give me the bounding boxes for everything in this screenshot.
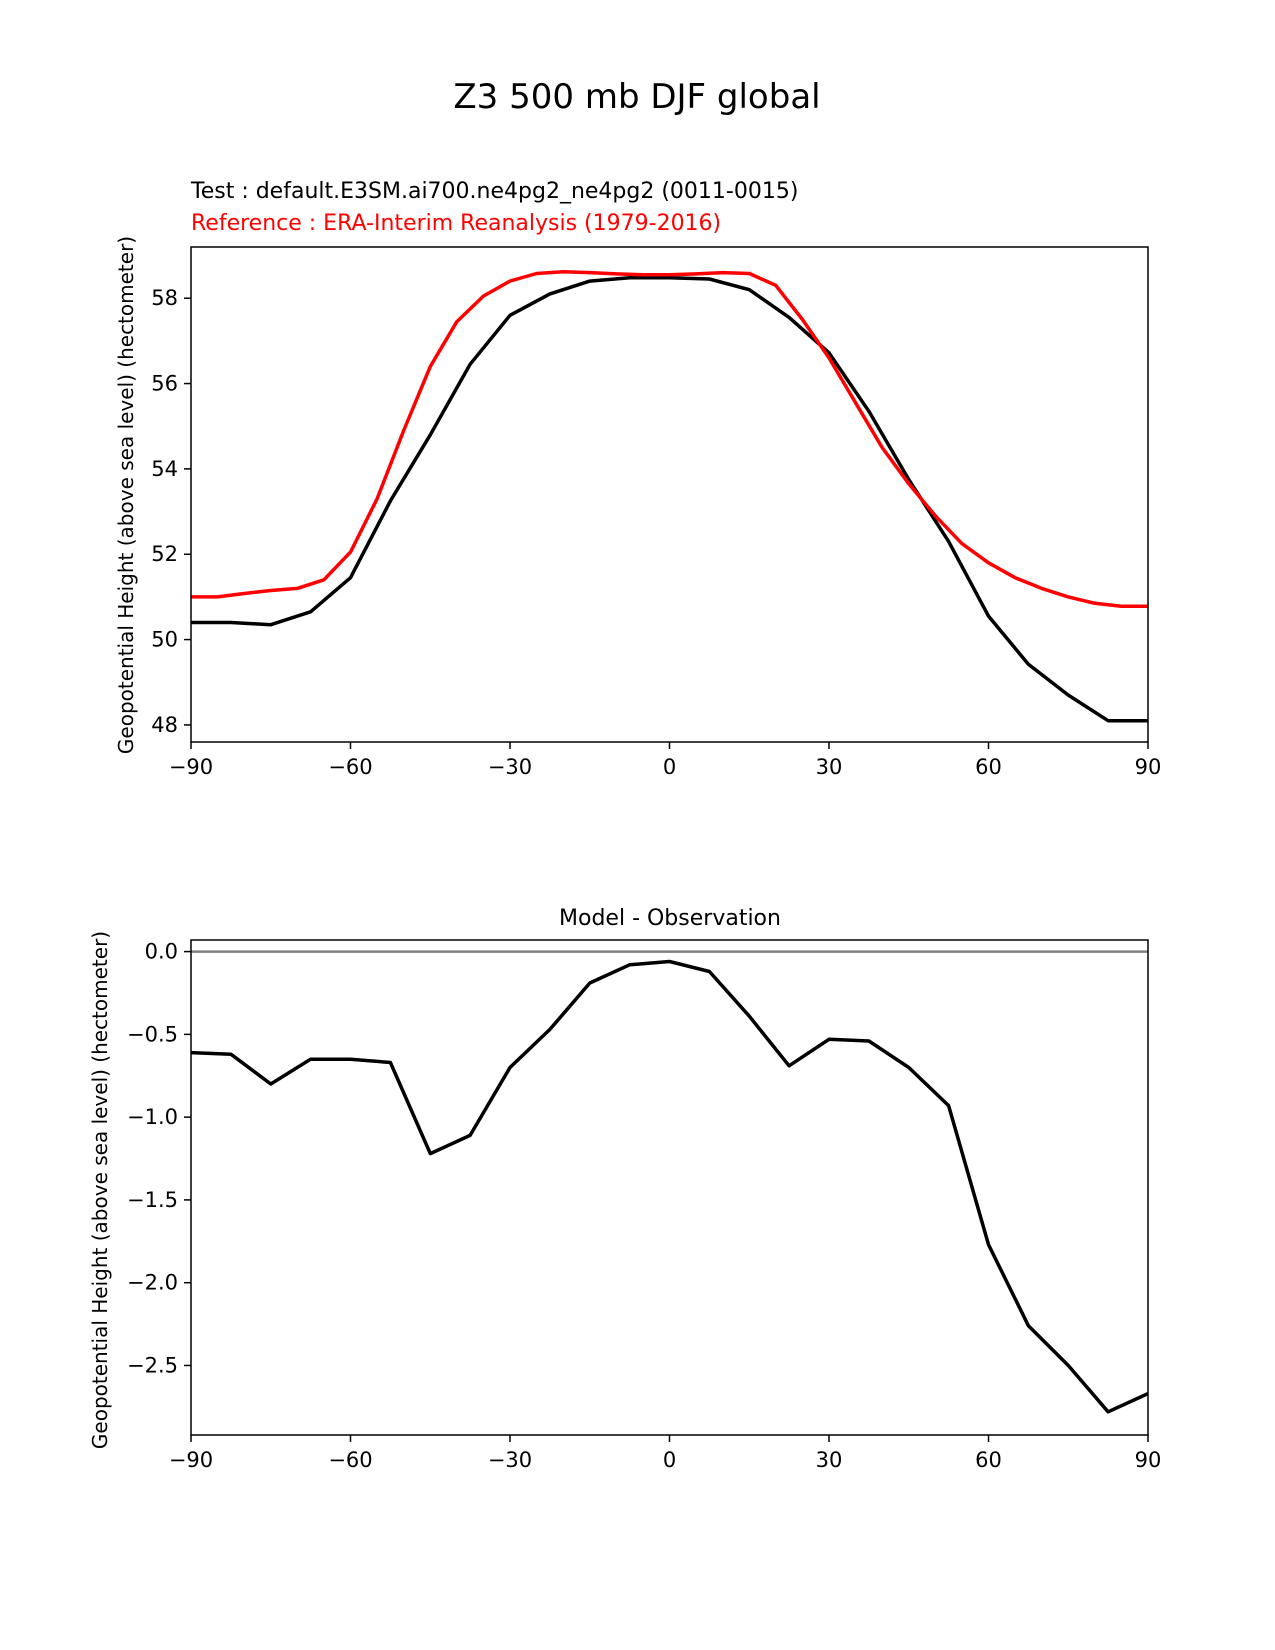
bottom-x-tick-label: −30 — [488, 1448, 532, 1472]
top-y-tick-label: 56 — [151, 372, 178, 396]
test-label: Test : default.E3SM.ai700.ne4pg2_ne4pg2 … — [190, 179, 798, 204]
top-chart-marks: −90 −60 −30 0 30 60 90 48 50 52 54 56 58 — [151, 246, 1162, 779]
bottom-y-tick-label: −0.5 — [127, 1022, 178, 1046]
bottom-y-tick-label: −1.5 — [127, 1188, 178, 1212]
top-plot-frame — [190, 246, 1149, 743]
top-x-tick-label: −90 — [169, 755, 213, 779]
figure-title: Z3 500 mb DJF global — [453, 77, 820, 117]
top-x-tick-label: 0 — [663, 755, 676, 779]
top-x-tick-label: 30 — [816, 755, 843, 779]
bottom-y-axis-label: Geopotential Height (above sea level) (h… — [88, 931, 112, 1449]
top-y-tick-label: 54 — [151, 457, 178, 481]
bottom-chart-title: Model - Observation — [559, 906, 781, 931]
top-y-tick-label: 52 — [151, 542, 178, 566]
bottom-line-chart: Model - Observation Geopotential Height … — [88, 906, 1161, 1472]
top-x-tick-label: 90 — [1135, 755, 1162, 779]
bottom-x-tick-label: −90 — [169, 1448, 213, 1472]
bottom-y-tick-label: −2.5 — [127, 1353, 178, 1377]
bottom-series-model-observation-line — [190, 959, 1149, 1414]
top-y-axis-label: Geopotential Height (above sea level) (h… — [114, 236, 138, 754]
bottom-chart-marks: −90 −60 −30 0 30 60 90 0.0 −0.5 −1.0 −1.5 −2.0 −2.5 — [127, 939, 1162, 1472]
bottom-y-tick-label: −2.0 — [127, 1271, 178, 1295]
top-y-tick-label: 50 — [151, 628, 178, 652]
top-series-test-line — [191, 275, 1148, 723]
bottom-x-tick-label: 0 — [663, 1448, 676, 1472]
top-y-tick-label: 48 — [151, 713, 178, 737]
bottom-x-tick-label: 30 — [816, 1448, 843, 1472]
bottom-y-tick-label: 0.0 — [145, 940, 178, 964]
top-line-chart: Test : default.E3SM.ai700.ne4pg2_ne4pg2 … — [114, 179, 1161, 779]
bottom-x-tick-label: 90 — [1135, 1448, 1162, 1472]
top-x-tick-label: 60 — [975, 755, 1002, 779]
bottom-y-tick-label: −1.0 — [127, 1105, 178, 1129]
top-x-tick-label: −30 — [488, 755, 532, 779]
bottom-x-tick-label: 60 — [975, 1448, 1002, 1472]
reference-label: Reference : ERA-Interim Reanalysis (1979… — [191, 211, 721, 236]
bottom-x-tick-label: −60 — [328, 1448, 372, 1472]
top-x-tick-label: −60 — [328, 755, 372, 779]
top-series-reference-line — [191, 270, 1148, 609]
bottom-plot-frame — [190, 939, 1149, 1436]
top-y-tick-label: 58 — [151, 286, 178, 310]
